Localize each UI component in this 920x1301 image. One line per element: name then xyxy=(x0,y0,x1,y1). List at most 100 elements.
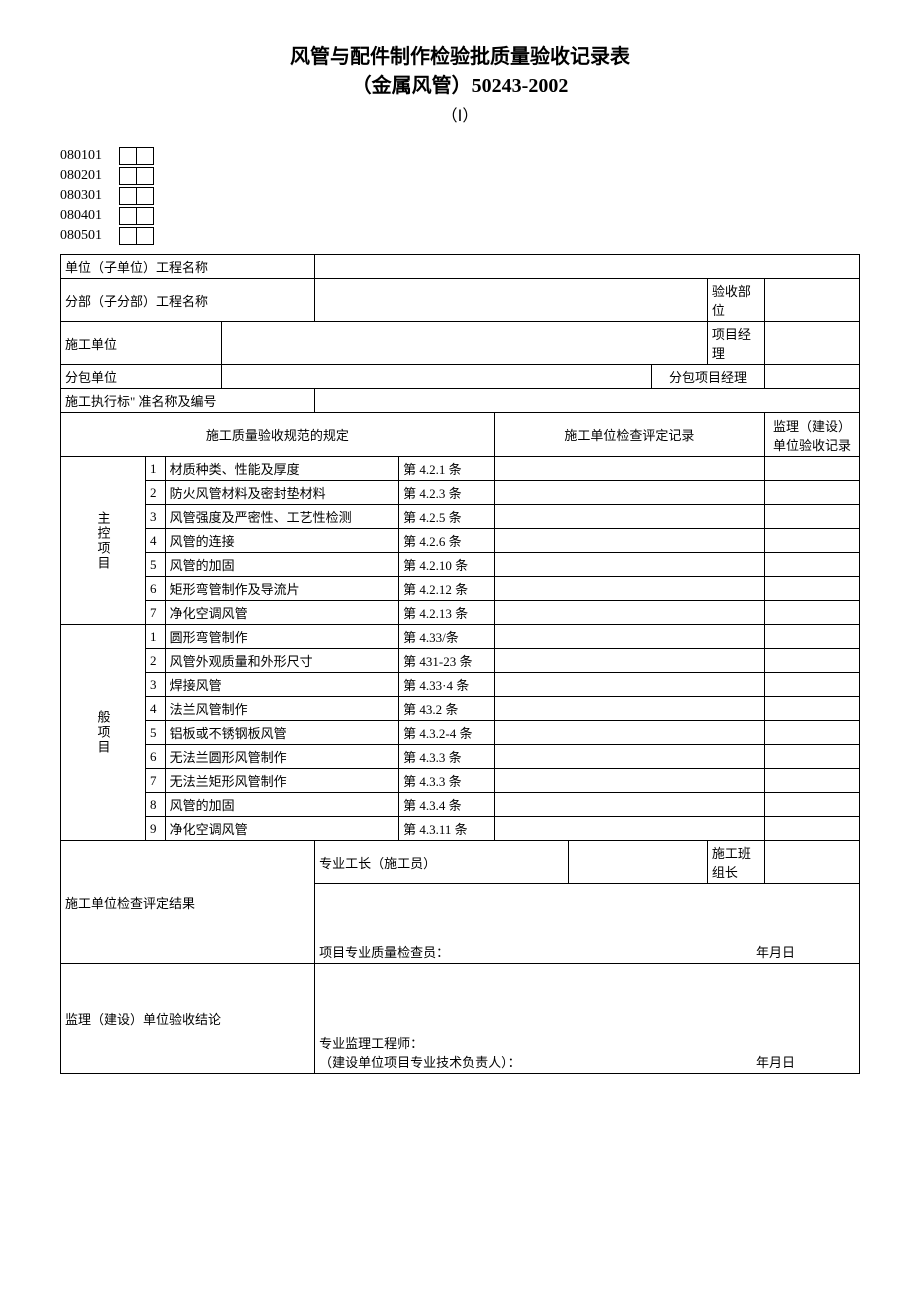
owner-label: （建设单位项目专业技术负责人）： xyxy=(319,1055,521,1070)
group-label: 般项目 xyxy=(61,625,146,841)
item-ref: 第 4.3.4 条 xyxy=(399,793,495,817)
check-record-cell[interactable] xyxy=(494,505,764,529)
foreman-value[interactable] xyxy=(568,841,707,884)
code-row: 080401 xyxy=(60,206,860,226)
table-row: 6矩形弯管制作及导流片第 4.2.12 条 xyxy=(61,577,860,601)
row-number: 4 xyxy=(146,697,166,721)
table-row: 5铝板或不锈钢板风管第 4.3.2-4 条 xyxy=(61,721,860,745)
item-ref: 第 43.2 条 xyxy=(399,697,495,721)
row-number: 1 xyxy=(146,457,166,481)
item-ref: 第 4.3.3 条 xyxy=(399,769,495,793)
teamleader-label: 施工班组长 xyxy=(707,841,764,884)
table-row: 3焊接风管第 4.33·4 条 xyxy=(61,673,860,697)
supervision-cell[interactable] xyxy=(764,505,859,529)
standard-label: 施工执行标" 准名称及编号 xyxy=(61,389,315,413)
check-record-cell[interactable] xyxy=(494,745,764,769)
code-row: 080501 xyxy=(60,226,860,246)
supervision-cell[interactable] xyxy=(764,577,859,601)
check-record-cell[interactable] xyxy=(494,529,764,553)
header-row-2: 分部（子分部）工程名称 验收部位 xyxy=(61,279,860,322)
teamleader-value[interactable] xyxy=(764,841,859,884)
supervision-cell[interactable] xyxy=(764,649,859,673)
check-record-cell[interactable] xyxy=(494,817,764,841)
title-line3: （Ⅰ） xyxy=(60,102,860,126)
check-record-cell[interactable] xyxy=(494,673,764,697)
foreman-label: 专业工长（施工员） xyxy=(315,841,569,884)
check-record-cell[interactable] xyxy=(494,721,764,745)
item-name: 风管强度及严密性、工艺性检测 xyxy=(165,505,399,529)
title-block: 风管与配件制作检验批质量验收记录表 （金属风管）50243-2002 （Ⅰ） xyxy=(60,40,860,126)
table-row: 般项目1圆形弯管制作第 4.33/条 xyxy=(61,625,860,649)
row-number: 5 xyxy=(146,553,166,577)
supervision-cell[interactable] xyxy=(764,769,859,793)
title-line1: 风管与配件制作检验批质量验收记录表 xyxy=(60,40,860,69)
construction-unit-value[interactable] xyxy=(221,322,707,365)
code-box xyxy=(136,207,154,225)
code-label: 080201 xyxy=(60,168,120,184)
sub-pm-value[interactable] xyxy=(764,365,859,389)
supervision-cell[interactable] xyxy=(764,697,859,721)
supervision-cell[interactable] xyxy=(764,625,859,649)
supervision-cell[interactable] xyxy=(764,481,859,505)
code-row: 080101 xyxy=(60,146,860,166)
check-record-cell[interactable] xyxy=(494,625,764,649)
item-name: 净化空调风管 xyxy=(165,601,399,625)
item-name: 铝板或不锈钢板风管 xyxy=(165,721,399,745)
accept-part-value[interactable] xyxy=(764,279,859,322)
row-number: 3 xyxy=(146,673,166,697)
item-ref: 第 4.3.2-4 条 xyxy=(399,721,495,745)
pm-value[interactable] xyxy=(764,322,859,365)
unit-project-value[interactable] xyxy=(315,255,860,279)
supervision-cell[interactable] xyxy=(764,553,859,577)
standard-value[interactable] xyxy=(315,389,860,413)
subproject-value[interactable] xyxy=(315,279,708,322)
code-box xyxy=(119,227,137,245)
pm-label: 项目经理 xyxy=(707,322,764,365)
engineer-cell[interactable]: 专业监理工程师： （建设单位项目专业技术负责人）： 年月日 xyxy=(315,964,860,1074)
row-number: 9 xyxy=(146,817,166,841)
subproject-label: 分部（子分部）工程名称 xyxy=(61,279,315,322)
table-row: 8风管的加固第 4.3.4 条 xyxy=(61,793,860,817)
supervision-cell[interactable] xyxy=(764,601,859,625)
check-record-cell[interactable] xyxy=(494,697,764,721)
table-row: 7无法兰矩形风管制作第 4.3.3 条 xyxy=(61,769,860,793)
item-name: 风管的加固 xyxy=(165,793,399,817)
supervision-cell[interactable] xyxy=(764,817,859,841)
subcontract-unit-value[interactable] xyxy=(221,365,651,389)
foreman-row: 施工单位检查评定结果 专业工长（施工员） 施工班组长 xyxy=(61,841,860,884)
code-box xyxy=(136,187,154,205)
item-name: 材质种类、性能及厚度 xyxy=(165,457,399,481)
item-ref: 第 4.2.1 条 xyxy=(399,457,495,481)
check-record-cell[interactable] xyxy=(494,601,764,625)
supervision-cell[interactable] xyxy=(764,529,859,553)
check-record-cell[interactable] xyxy=(494,553,764,577)
check-record-cell[interactable] xyxy=(494,577,764,601)
code-list: 080101080201080301080401080501 xyxy=(60,146,860,246)
supervision-cell[interactable] xyxy=(764,673,859,697)
row-number: 5 xyxy=(146,721,166,745)
item-ref: 第 4.33·4 条 xyxy=(399,673,495,697)
supervision-cell[interactable] xyxy=(764,793,859,817)
code-box xyxy=(119,207,137,225)
check-record-cell[interactable] xyxy=(494,457,764,481)
check-record-cell[interactable] xyxy=(494,481,764,505)
code-box xyxy=(136,227,154,245)
supervision-cell[interactable] xyxy=(764,745,859,769)
item-name: 法兰风管制作 xyxy=(165,697,399,721)
row-number: 4 xyxy=(146,529,166,553)
supervision-cell[interactable] xyxy=(764,721,859,745)
row-number: 8 xyxy=(146,793,166,817)
inspector-cell[interactable]: 项目专业质量检查员： 年月日 xyxy=(315,884,860,964)
check-record-cell[interactable] xyxy=(494,649,764,673)
item-name: 焊接风管 xyxy=(165,673,399,697)
check-record-cell[interactable] xyxy=(494,769,764,793)
item-ref: 第 4.3.3 条 xyxy=(399,745,495,769)
check-record-cell[interactable] xyxy=(494,793,764,817)
code-box xyxy=(136,147,154,165)
row-number: 3 xyxy=(146,505,166,529)
table-row: 2防火风管材料及密封垫材料第 4.2.3 条 xyxy=(61,481,860,505)
code-box xyxy=(119,147,137,165)
row-number: 7 xyxy=(146,601,166,625)
supervision-cell[interactable] xyxy=(764,457,859,481)
code-box xyxy=(119,187,137,205)
